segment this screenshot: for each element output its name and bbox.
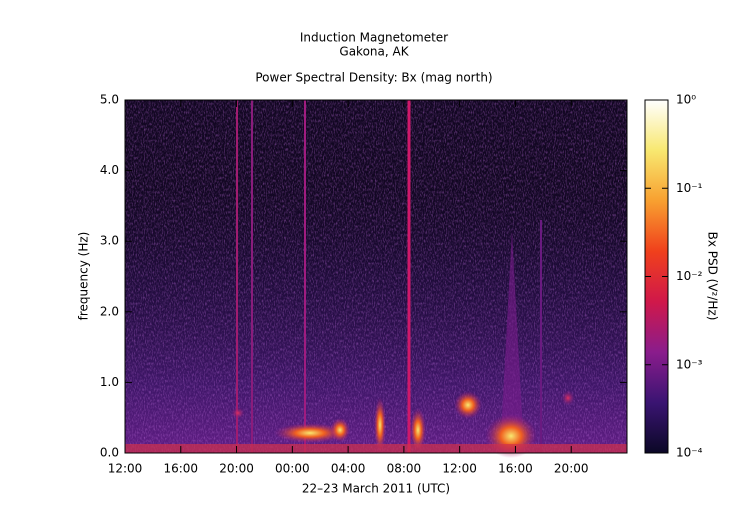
y-tick-label: 4.0 — [100, 163, 119, 177]
x-tick-label: 04:00 — [331, 462, 366, 476]
spectrogram-image — [125, 100, 627, 458]
colorbar-tick-label: 10⁻¹ — [676, 181, 703, 195]
x-tick-label: 12:00 — [108, 462, 143, 476]
colorbar-label: Bx PSD (V²/Hz) — [706, 232, 720, 321]
y-tick-label: 3.0 — [100, 234, 119, 248]
x-tick-label: 20:00 — [219, 462, 254, 476]
colorbar-tick-label: 10⁻⁴ — [676, 446, 703, 460]
x-axis-label: 22–23 March 2011 (UTC) — [302, 482, 450, 496]
y-tick-label: 2.0 — [100, 304, 119, 318]
x-tick-label: 16:00 — [498, 462, 533, 476]
plot-title: Power Spectral Density: Bx (mag north) — [255, 71, 492, 85]
plot-frame — [124, 99, 628, 454]
x-tick-label: 00:00 — [275, 462, 310, 476]
colorbar-tick-label: 10⁻² — [676, 269, 703, 283]
y-tick-label: 1.0 — [100, 375, 119, 389]
subtitle: Gakona, AK — [339, 45, 409, 59]
colorbar-tick-label: 10⁻³ — [676, 357, 703, 371]
x-tick-label: 16:00 — [163, 462, 198, 476]
colorbar-tick-label: 10⁰ — [676, 93, 696, 107]
x-tick-label: 08:00 — [387, 462, 422, 476]
y-axis-label: frequency (Hz) — [77, 232, 91, 321]
x-tick-label: 20:00 — [554, 462, 589, 476]
axes: 12:00 16:00 20:00 00:00 04:00 08:00 12:00 16:00… — [100, 93, 703, 476]
y-tick-label: 0.0 — [100, 446, 119, 460]
y-tick-label: 5.0 — [100, 93, 119, 107]
x-tick-label: 12:00 — [442, 462, 477, 476]
title: Induction Magnetometer — [300, 31, 448, 45]
